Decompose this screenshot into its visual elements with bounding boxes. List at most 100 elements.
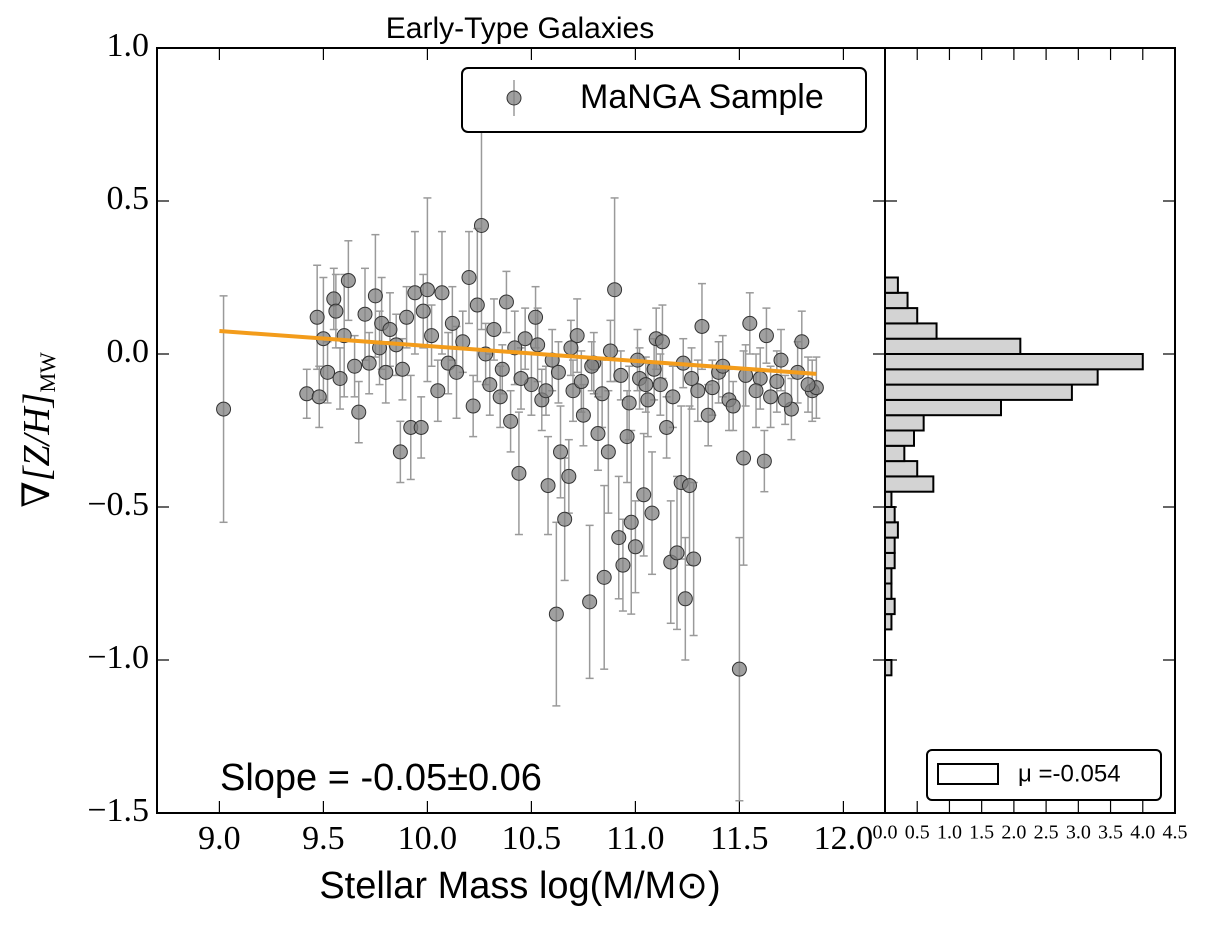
point [636,487,652,503]
x-tick-label: 10.0 [398,820,458,857]
point [511,465,527,481]
point [684,370,700,386]
x-tick-label: 2.0 [1001,822,1026,844]
point [494,361,510,377]
point [347,358,363,374]
hist-bar [884,291,909,310]
point [449,364,465,380]
x-tick-label: 9.0 [198,820,241,857]
point [600,444,616,460]
x-tick-label: 3.5 [1098,822,1123,844]
point [216,401,232,417]
legend-label: MaNGA Sample [580,78,824,116]
x-tick-label: 12.0 [814,820,874,857]
point [367,288,383,304]
x-tick-label: 10.5 [502,820,562,857]
y-tick-label: −1.0 [87,639,149,676]
hist-bar [884,276,899,294]
point [340,273,356,289]
point [596,569,612,585]
x-tick-label: 9.5 [302,820,345,857]
legend-swatch [937,763,999,785]
x-tick-label: 1.0 [937,822,962,844]
point [540,478,556,494]
hist-bar [884,398,1002,417]
point [311,389,327,405]
point [686,551,702,567]
y-tick-label: −0.5 [87,486,149,523]
y-tick-label: 0.0 [107,333,150,370]
legend-box [461,67,867,133]
hist-bar [884,521,899,539]
x-tick-label: 11.0 [606,820,664,857]
point [665,389,681,405]
y-axis-label: ∇[Z/H]MW [16,352,60,508]
point [394,361,410,377]
x-tick-label: 2.5 [1034,822,1059,844]
fit-line [219,329,817,376]
point [621,395,637,411]
point [465,398,481,414]
point [602,343,618,359]
point [736,450,752,466]
point [763,389,779,405]
annotation: Slope = -0.05±0.06 [220,757,542,799]
point [613,367,629,383]
point [498,294,514,310]
point [361,355,377,371]
point [725,398,741,414]
point [413,419,429,435]
legend-label: μ =-0.054 [1018,760,1121,787]
point [758,328,774,344]
point [528,309,544,325]
x-tick-label: 1.5 [969,822,994,844]
point [731,661,747,677]
x-tick-label: 0.0 [873,822,898,844]
point [548,606,564,622]
point [309,309,325,325]
chart-title: Early-Type Galaxies [386,12,654,45]
point [538,383,554,399]
point [444,315,460,331]
point [619,429,635,445]
point [569,328,585,344]
point [563,340,579,356]
y-tick-label: 1.0 [107,27,150,64]
point [669,545,685,561]
hist-bar [884,551,896,570]
point [756,453,772,469]
point [573,374,589,390]
point [704,380,720,396]
hist-bar [884,460,919,478]
point [320,364,336,380]
plot-frame [156,47,886,814]
hist-bar [884,368,1099,386]
point [399,309,415,325]
point [517,331,533,347]
point [351,404,367,420]
point [748,383,764,399]
x-tick-label: 4.5 [1163,822,1188,844]
point [694,318,710,334]
point [627,539,643,555]
hist-bar [884,475,935,493]
point [644,505,660,521]
point [690,383,706,399]
x-tick-label: 11.5 [710,820,768,857]
point [415,303,431,319]
point [326,291,342,307]
hist-bar [884,597,896,616]
y-tick-label: 0.5 [107,180,150,217]
point [794,334,810,350]
point [557,511,573,527]
point [424,328,440,344]
hist-bar [884,414,925,432]
point [434,285,450,301]
y-tick-label: −1.5 [87,792,149,829]
point [513,370,529,386]
point [654,334,670,350]
point [328,303,344,319]
point [773,352,789,368]
point [299,386,315,402]
